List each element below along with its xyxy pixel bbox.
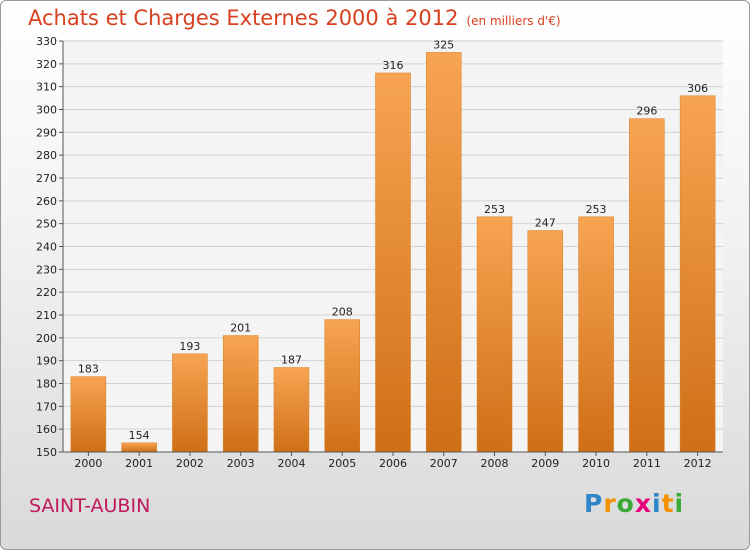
data-label: 247 <box>535 217 556 230</box>
x-tick-label: 2006 <box>379 457 407 470</box>
y-tick-label: 290 <box>36 126 57 139</box>
y-tick-label: 210 <box>36 309 57 322</box>
x-tick-label: 2011 <box>633 457 661 470</box>
y-tick-label: 250 <box>36 218 57 231</box>
y-tick-label: 300 <box>36 104 57 117</box>
logo-letter: i <box>674 489 685 518</box>
x-tick-label: 2009 <box>531 457 559 470</box>
x-tick-label: 2001 <box>125 457 153 470</box>
x-tick-label: 2004 <box>277 457 305 470</box>
logo-letter: r <box>603 489 617 518</box>
bars: 183 154 193 201 187 208 316 325 253 247 253 296 306 <box>70 38 716 453</box>
bar-2001[interactable] <box>121 442 157 453</box>
bar-2011[interactable] <box>629 118 665 453</box>
data-label: 296 <box>636 105 657 118</box>
logo-letter: x <box>634 489 652 518</box>
x-tick-label: 2002 <box>176 457 204 470</box>
x-tick-label: 2000 <box>74 457 102 470</box>
proxiti-logo[interactable]: Proxiti <box>584 489 684 518</box>
x-tick-label: 2003 <box>227 457 255 470</box>
logo-letter: i <box>652 489 662 518</box>
y-tick-label: 220 <box>36 286 57 299</box>
bar-2002[interactable] <box>172 353 208 453</box>
bar-2004[interactable] <box>273 367 310 453</box>
x-tick-label: 2005 <box>328 457 356 470</box>
x-axis: 2000 2001 2002 2003 2004 2005 2006 2007 2008 2009… <box>63 451 723 470</box>
x-tick-label: 2007 <box>430 457 458 470</box>
data-label: 193 <box>179 340 200 353</box>
x-tick-label: 2008 <box>481 457 509 470</box>
bar-2000[interactable] <box>70 376 107 453</box>
y-tick-label: 180 <box>36 378 57 391</box>
chart-title: Achats et Charges Externes 2000 à 2012 (e… <box>28 6 561 30</box>
y-tick-label: 280 <box>36 149 57 162</box>
data-label: 187 <box>281 354 302 367</box>
data-label: 208 <box>332 306 353 319</box>
data-label: 325 <box>433 38 454 51</box>
y-tick-label: 320 <box>36 58 57 71</box>
logo-letter: t <box>661 489 675 518</box>
data-label: 306 <box>687 82 708 95</box>
bar-2006[interactable] <box>375 72 411 453</box>
bar-2009[interactable] <box>527 230 564 453</box>
x-tick-label: 2010 <box>582 457 610 470</box>
y-tick-label: 170 <box>36 400 57 413</box>
bar-2008[interactable] <box>476 216 513 453</box>
y-tick-label: 150 <box>36 446 57 459</box>
logo-letter: P <box>584 489 604 518</box>
bar-2012[interactable] <box>679 95 716 453</box>
bar-2005[interactable] <box>324 319 360 453</box>
y-tick-label: 190 <box>36 355 57 368</box>
data-label: 154 <box>129 429 150 442</box>
bar-2007[interactable] <box>426 52 462 453</box>
y-tick-label: 330 <box>36 35 57 48</box>
data-label: 316 <box>383 59 404 72</box>
y-tick-label: 160 <box>36 423 57 436</box>
bar-2010[interactable] <box>578 216 614 453</box>
data-label: 253 <box>484 203 505 216</box>
data-label: 201 <box>230 322 251 335</box>
y-tick-label: 310 <box>36 81 57 94</box>
y-tick-label: 240 <box>36 241 57 254</box>
commune-name: SAINT-AUBIN <box>29 495 151 517</box>
logo-letter: o <box>616 489 635 518</box>
data-label: 253 <box>586 203 607 216</box>
bar-2003[interactable] <box>222 335 259 453</box>
y-tick-label: 260 <box>36 195 57 208</box>
y-tick-label: 270 <box>36 172 57 185</box>
data-label: 183 <box>78 363 99 376</box>
y-axis: 150 160 170 180 190 200 210 220 230 240 250 260 270 2… <box>36 35 64 459</box>
y-tick-label: 230 <box>36 263 57 276</box>
x-tick-label: 2012 <box>684 457 712 470</box>
y-tick-label: 200 <box>36 332 57 345</box>
chart-subtitle: (en milliers d'€) <box>466 14 561 28</box>
